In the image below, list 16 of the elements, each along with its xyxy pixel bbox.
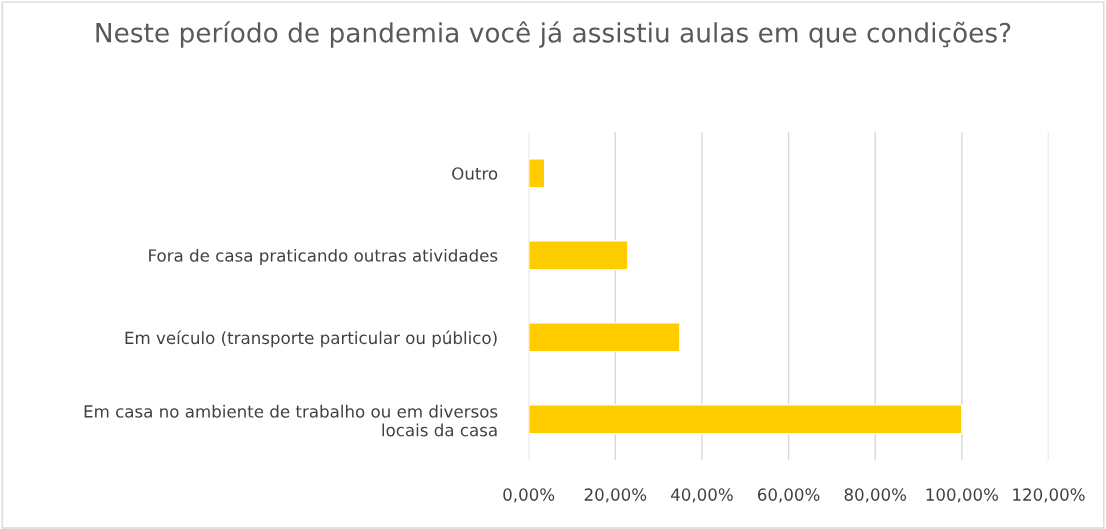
x-tick-label: 0,00% <box>503 488 555 503</box>
x-tick-label: 120,00% <box>1013 488 1085 503</box>
y-tick-label: Em veículo (transporte particular ou público) <box>125 330 497 348</box>
chart-title: Neste período de pandemia você já assistiu aulas em que condições? <box>96 21 1011 48</box>
y-tick-label: Outro <box>452 167 498 180</box>
x-tick-label: 100,00% <box>926 488 999 503</box>
bar <box>528 240 629 271</box>
bar <box>528 404 963 435</box>
y-tick-label: Em casa no ambiente de trabalho ou em diversos locais da casa <box>84 404 498 437</box>
x-tick-label: 80,00% <box>844 488 907 503</box>
bar <box>528 158 546 189</box>
x-tick-label: 40,00% <box>670 488 733 503</box>
x-tick-label: 20,00% <box>584 488 647 503</box>
y-tick-label: Fora de casa praticando outras atividades <box>149 248 498 266</box>
x-tick-label: 60,00% <box>757 488 820 503</box>
bar <box>528 322 681 353</box>
